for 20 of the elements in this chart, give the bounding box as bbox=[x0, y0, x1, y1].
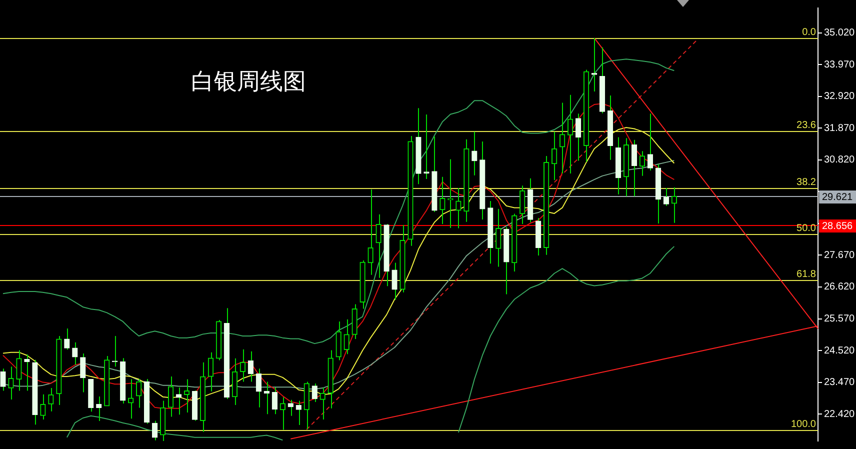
y-tick-label: 32.920 bbox=[824, 91, 856, 102]
y-tick-label: 33.970 bbox=[824, 59, 856, 70]
y-tick-label: 26.620 bbox=[824, 282, 856, 293]
annotation: 0.0 bbox=[802, 26, 816, 38]
annotation: 100.0 bbox=[790, 418, 816, 430]
annotation: 61.8 bbox=[796, 268, 816, 280]
y-tick-label: 30.820 bbox=[824, 154, 856, 166]
y-tick-label: 25.570 bbox=[824, 314, 856, 325]
y-tick-label: 27.670 bbox=[824, 250, 856, 261]
y-tick-label: 22.420 bbox=[824, 408, 856, 420]
annotation: 50.0 bbox=[796, 222, 816, 234]
y-tick-label: 24.520 bbox=[824, 345, 856, 356]
ref-line-label: 28.656 bbox=[822, 220, 854, 232]
y-tick-label: 31.870 bbox=[824, 122, 856, 134]
ref-line-label: 29.621 bbox=[822, 192, 854, 203]
annotation: 38.2 bbox=[796, 176, 816, 188]
annotation: 23.6 bbox=[796, 120, 816, 131]
text: 白银周线图 bbox=[191, 68, 306, 97]
y-tick-label: 23.470 bbox=[824, 377, 856, 388]
y-tick-label: 35.020 bbox=[824, 28, 856, 39]
